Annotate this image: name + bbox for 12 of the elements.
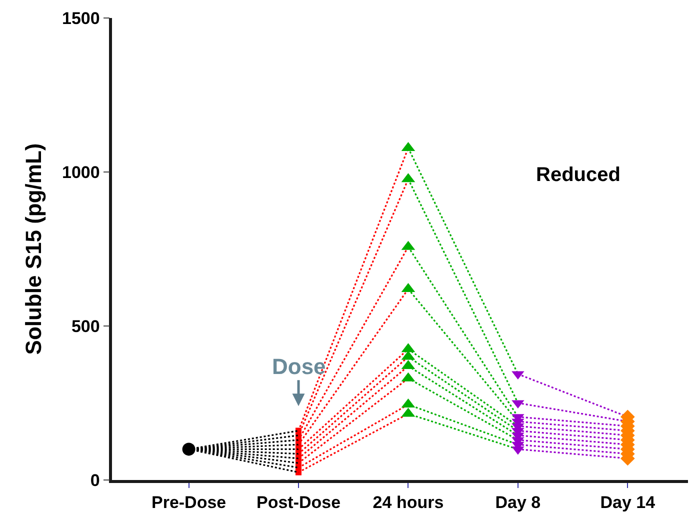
x-tick-label: Post-Dose <box>256 493 341 512</box>
y-axis-title: Soluble S15 (pg/mL) <box>20 143 46 355</box>
y-tick-label: 500 <box>71 316 100 336</box>
y-tick-label: 1000 <box>62 162 100 182</box>
annotation: Reduced <box>536 164 620 186</box>
x-tick-label: 24 hours <box>372 493 444 512</box>
x-tick-label: Day 14 <box>600 493 656 512</box>
y-tick-label: 0 <box>90 470 100 490</box>
y-tick-label: 1500 <box>62 8 100 28</box>
x-tick-label: Pre-Dose <box>151 493 226 512</box>
x-tick-label: Day 8 <box>495 493 541 512</box>
annotation: Dose <box>272 354 326 379</box>
